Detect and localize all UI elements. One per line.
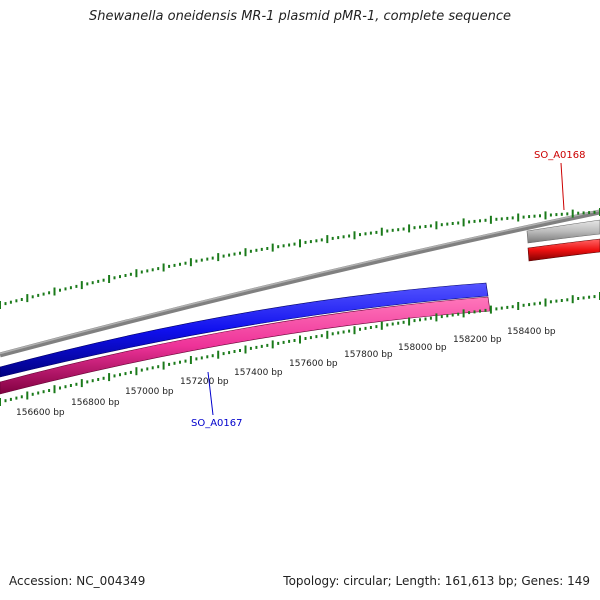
gene-SO_A0168-track[interactable]	[526, 219, 600, 244]
gene-SO_A0167-minus-track[interactable]	[0, 282, 489, 378]
accession-text: Accession: NC_004349	[9, 574, 146, 588]
ruler-label: 157200 bp	[180, 377, 229, 387]
gene-SO_A0168-leader-line	[560, 162, 565, 211]
ruler-label: 156800 bp	[71, 398, 120, 408]
inner-ruler-ticks	[0, 292, 600, 406]
cds-SO_A0168-track[interactable]	[527, 238, 600, 262]
gene-label-SO_A0167[interactable]: SO_A0167	[191, 418, 243, 429]
outer-ruler-ticks	[0, 208, 600, 309]
plasmid-backbone-highlight	[0, 209, 600, 355]
gene-label-SO_A0168[interactable]: SO_A0168	[534, 150, 586, 161]
ruler-label: 157600 bp	[289, 359, 338, 369]
ruler-label: 157000 bp	[125, 387, 174, 397]
ruler-label: 156600 bp	[16, 408, 65, 418]
sequence-summary-text: Topology: circular; Length: 161,613 bp; …	[283, 574, 590, 588]
plasmid-backbone	[0, 209, 600, 358]
ruler-label: 158400 bp	[507, 327, 556, 337]
ruler-label: 157400 bp	[234, 368, 283, 378]
map-title: Shewanella oneidensis MR-1 plasmid pMR-1…	[88, 9, 512, 24]
ruler-label: 157800 bp	[344, 350, 393, 360]
gene-SO_A0167-leader-line	[207, 371, 214, 416]
ruler-label: 158200 bp	[453, 335, 502, 345]
ruler-label: 158000 bp	[398, 343, 447, 353]
